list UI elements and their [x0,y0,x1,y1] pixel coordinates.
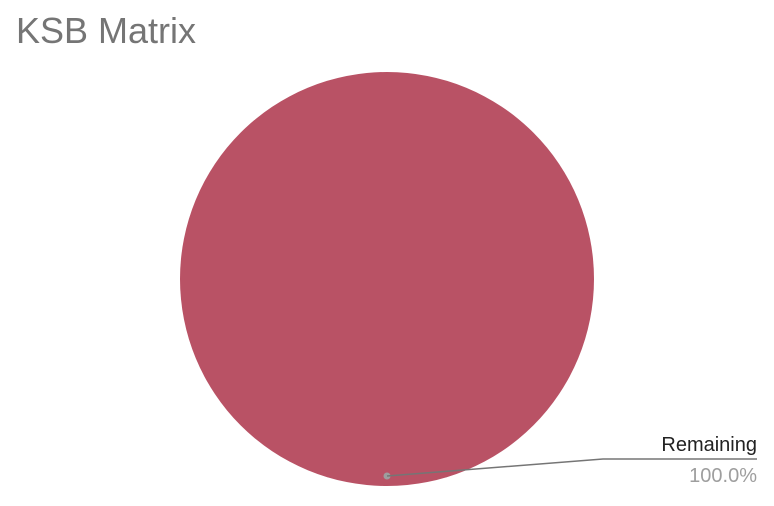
chart-title: KSB Matrix [16,10,197,51]
labels-layer: Remaining 100.0% [383,434,757,487]
slices-layer [180,72,594,486]
slice-label: Remaining [661,434,757,456]
slice-value-label: 100.0% [689,465,757,487]
leader-line [386,458,757,477]
pie-slice-remaining [180,72,594,486]
